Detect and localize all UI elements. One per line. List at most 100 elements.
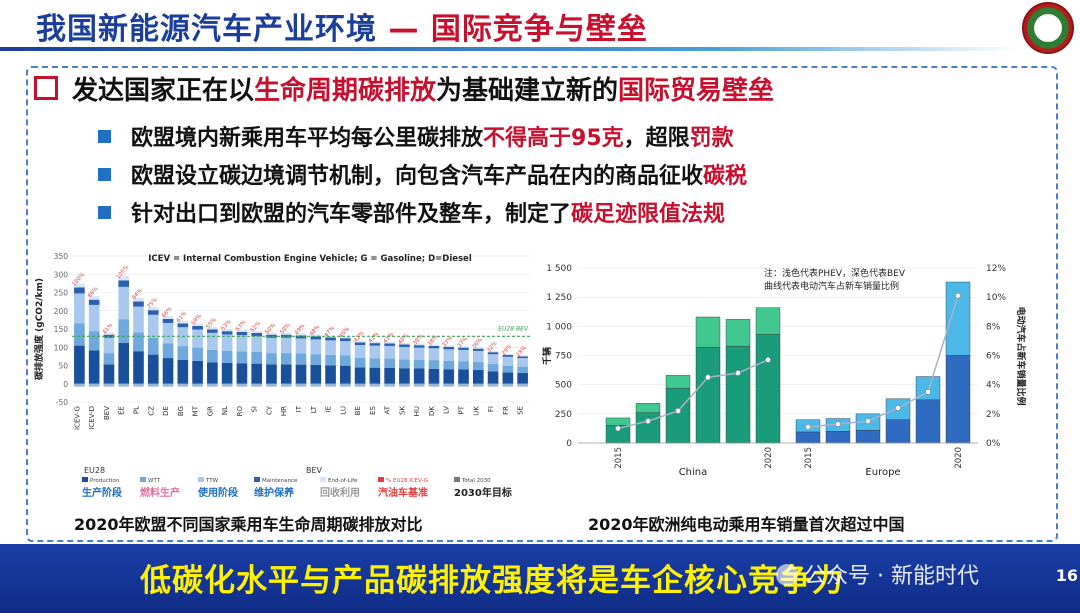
bar-segment [207, 327, 218, 330]
x-tick-label: AT [384, 405, 392, 414]
title-bar: 我国新能源汽车产业环境 — 国际竞争与壁垒 [0, 0, 1080, 54]
y2-tick-label: 4% [986, 381, 1001, 391]
share-point [924, 388, 931, 395]
bar-segment [118, 342, 130, 384]
group-label-eu28: EU28 [84, 466, 105, 475]
legend-swatch [82, 477, 88, 482]
bar-negative-segment [472, 383, 484, 387]
x-tick-label: LV [443, 406, 451, 414]
bar-negative-segment [251, 383, 262, 387]
legend-cn-label: 维护保养 [254, 486, 295, 499]
bar-negative-segment [517, 383, 528, 387]
x-tick-label: SK [398, 406, 406, 415]
bar-segment [266, 364, 277, 384]
bar-negative-segment [177, 383, 189, 387]
bar-segment [502, 356, 514, 366]
bar-negative-segment [487, 383, 499, 387]
bar-negative-segment [340, 383, 351, 387]
bar-segment [413, 343, 425, 346]
page-title: 我国新能源汽车产业环境 — 国际竞争与壁垒 [36, 4, 648, 48]
bar-phev [695, 316, 721, 348]
bar-segment [280, 334, 292, 338]
bar-bev [755, 334, 781, 444]
legend-swatch [454, 477, 460, 482]
x-tick-label: 2015 [804, 447, 814, 469]
y-tick-label: 100 [54, 343, 69, 352]
bar-segment [251, 363, 262, 384]
share-line [617, 359, 769, 430]
bar-segment [192, 360, 203, 384]
bar-bev [885, 419, 911, 444]
x-tick-label: ICEV-G [73, 406, 81, 430]
square-bullet-icon [98, 168, 111, 181]
bar-negative-segment [192, 383, 203, 387]
bar-segment [487, 352, 499, 355]
bar-segment [236, 335, 248, 352]
bullet-1-highlight: 不得高于95克 [483, 126, 624, 151]
bar-segment [472, 348, 484, 351]
legend-swatch [254, 477, 260, 482]
bar-segment [487, 350, 499, 353]
bar-negative-segment [74, 383, 85, 387]
bar-segment [340, 338, 351, 342]
bar-segment [384, 345, 395, 359]
bar-segment [133, 306, 144, 333]
share-point [864, 418, 871, 425]
bar-segment [325, 365, 336, 384]
title-main: 我国新能源汽车产业环境 [36, 12, 377, 47]
y-tick-label: 250 [54, 289, 69, 298]
bar-segment [88, 296, 100, 300]
bar-segment [133, 301, 144, 307]
bar-phev [605, 417, 631, 426]
share-line [807, 295, 959, 428]
bar-segment [118, 280, 130, 287]
share-point [704, 374, 711, 381]
x-tick-label: FI [487, 406, 495, 412]
x-tick-label: CZ [147, 406, 155, 416]
bar-segment [221, 362, 233, 384]
bar-segment [399, 342, 410, 345]
content-box [26, 66, 1058, 542]
hollow-square-icon [34, 76, 58, 100]
ev-sales-chart: 0 250 500 750 1 000 1 250 1 500 0% 2% 4% 6% 8% 10% 12… [538, 236, 1043, 508]
bar-negative-segment [413, 383, 425, 387]
bar-negative-segment [103, 383, 115, 387]
bar-segment [74, 345, 85, 384]
bar-segment [517, 355, 528, 357]
y-tick-label: 750 [555, 352, 572, 362]
bar-segment [192, 329, 203, 348]
bar-segment [443, 346, 455, 350]
bar-segment [162, 322, 174, 344]
bar-segment [133, 332, 144, 352]
legend-cn-label: 生产阶段 [82, 486, 122, 499]
y-tick-label: 500 [555, 381, 572, 391]
bar-negative-segment [280, 383, 292, 387]
bar-bev [825, 431, 851, 444]
share-point [764, 356, 771, 363]
bar-segment [399, 346, 410, 360]
x-tick-label: DE [162, 406, 170, 416]
bar-segment [399, 359, 410, 369]
bar-negative-segment [207, 383, 218, 387]
y2-tick-label: 0% [986, 439, 1001, 449]
bar-segment [340, 341, 351, 356]
y-tick-label: 1 250 [546, 293, 572, 303]
bar-segment [502, 355, 514, 357]
y-tick-label: 0 [566, 439, 572, 449]
bar-bev [855, 429, 881, 444]
x-tick-label: BE [354, 406, 362, 415]
bar-segment [177, 346, 189, 360]
bar-segment [517, 358, 528, 367]
bar-segment [443, 345, 455, 347]
footer-banner: 低碳化水平与产品碳排放强度将是车企核心竞争力 公众号 · 新能时代 16 [0, 544, 1080, 613]
bar-segment [399, 344, 410, 347]
bullet-2-highlight: 碳税 [703, 164, 748, 189]
y2-tick-label: 12% [986, 264, 1006, 274]
bar-segment [472, 350, 484, 362]
bar-segment [413, 359, 425, 369]
bar-segment [354, 340, 366, 343]
x-tick-label: IT [295, 405, 303, 412]
bar-phev [635, 403, 661, 413]
bar-segment [74, 293, 85, 324]
share-point [645, 418, 652, 425]
